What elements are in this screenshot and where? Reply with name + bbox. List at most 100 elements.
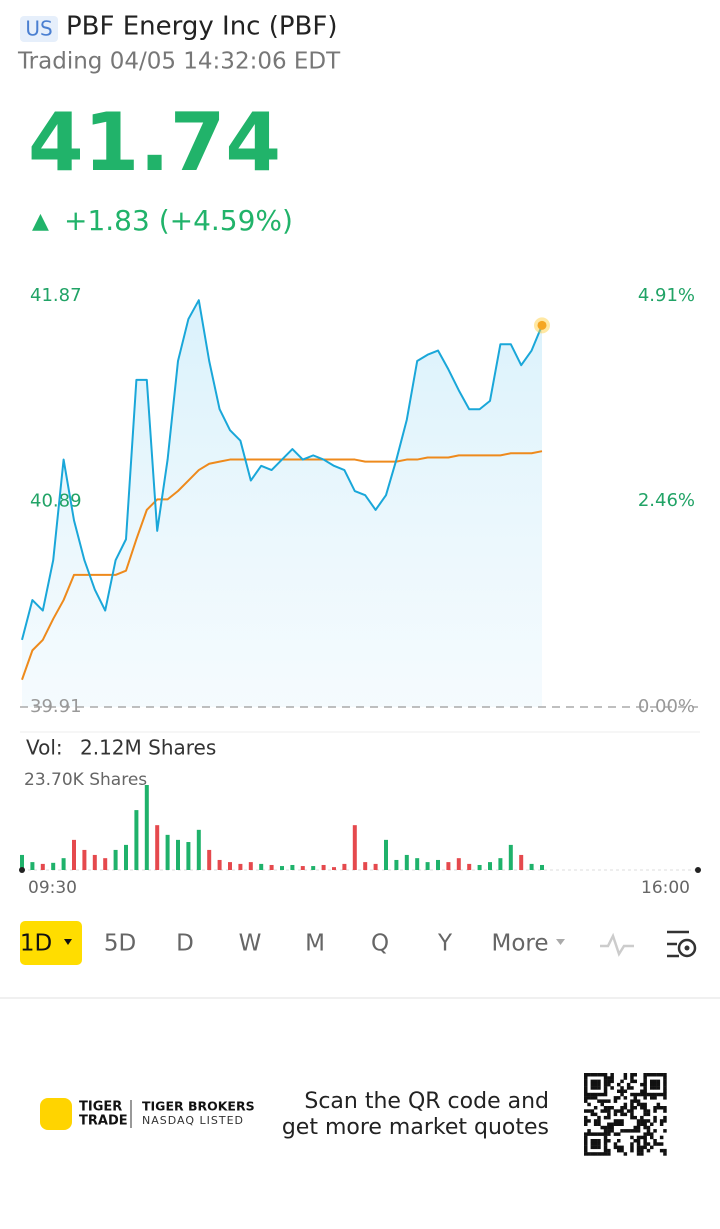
qr-cell xyxy=(643,1106,647,1110)
qr-cell xyxy=(630,1106,634,1110)
qr-cell xyxy=(630,1073,634,1077)
qr-cell xyxy=(640,1106,644,1110)
qr-cell xyxy=(597,1145,601,1150)
qr-cell xyxy=(590,1109,595,1113)
qr-cell xyxy=(653,1079,657,1084)
qr-cell xyxy=(584,1099,588,1103)
vol-bar xyxy=(290,864,295,870)
qr-cell xyxy=(656,1073,661,1077)
qr-cell xyxy=(623,1129,628,1133)
qr-cell xyxy=(643,1119,647,1123)
qr-cell xyxy=(663,1096,667,1100)
qr-cell xyxy=(617,1109,621,1113)
qr-cell xyxy=(653,1106,657,1110)
vol-bar xyxy=(176,839,180,870)
brand: TRADE xyxy=(79,1114,128,1129)
period-tab[interactable]: Q xyxy=(371,931,389,957)
qr-cell xyxy=(650,1145,654,1150)
qr-cell xyxy=(653,1092,657,1097)
qr-cell xyxy=(633,1115,637,1120)
qr-cell xyxy=(650,1096,654,1100)
qr-cell xyxy=(597,1122,601,1126)
qr-cell xyxy=(607,1079,611,1084)
qr-cell xyxy=(630,1145,634,1150)
qr-cell xyxy=(603,1092,608,1097)
vol-bar xyxy=(363,862,368,870)
qr-cell xyxy=(643,1125,647,1130)
price-area xyxy=(22,300,542,707)
qr-cell xyxy=(603,1089,608,1093)
qr-cell xyxy=(603,1125,608,1130)
qr-cell xyxy=(633,1106,637,1110)
qr-code xyxy=(584,1073,667,1156)
period-tab[interactable]: W xyxy=(239,931,262,957)
qr-cell xyxy=(643,1076,647,1080)
vol-bar xyxy=(373,863,378,870)
qr-cell xyxy=(636,1129,641,1133)
qr-cell xyxy=(630,1076,634,1080)
qr-cell xyxy=(590,1073,595,1077)
qr-cell xyxy=(630,1135,634,1140)
qr-cell xyxy=(630,1079,634,1084)
vol-bar xyxy=(20,854,24,870)
qr-cell xyxy=(607,1129,611,1133)
vol-bar xyxy=(259,863,264,870)
qr-cell xyxy=(597,1139,601,1143)
vol-bar xyxy=(165,834,170,870)
vol-bar xyxy=(404,854,409,870)
qr-cell xyxy=(646,1148,651,1153)
vol-label: Vol: xyxy=(26,736,63,760)
qr-cell xyxy=(656,1079,661,1084)
qr-cell xyxy=(646,1119,651,1123)
settings-icon xyxy=(677,938,697,958)
qr-cell xyxy=(663,1148,667,1153)
qr-cell xyxy=(610,1106,614,1110)
qr-cell xyxy=(587,1129,591,1133)
settings-icon[interactable] xyxy=(667,930,689,958)
period-tab[interactable]: D xyxy=(176,931,194,957)
qr-cell xyxy=(663,1119,667,1123)
qr-cell xyxy=(640,1148,644,1153)
qr-cell xyxy=(646,1109,651,1113)
qr-cell xyxy=(640,1122,644,1126)
qr-cell xyxy=(590,1086,595,1090)
qr-cell xyxy=(653,1129,657,1133)
qr-cell xyxy=(607,1112,611,1117)
qr-cell xyxy=(597,1086,601,1090)
dropdown-arrow[interactable] xyxy=(64,939,72,945)
qr-cell xyxy=(643,1096,647,1100)
period-tab[interactable]: 1D xyxy=(20,931,52,957)
vol-bar xyxy=(134,810,139,870)
qr-cell xyxy=(587,1119,591,1123)
qr-cell xyxy=(597,1132,601,1136)
qr-cell xyxy=(613,1099,618,1103)
qr-cell xyxy=(633,1125,637,1130)
period-tab[interactable]: 5D xyxy=(104,931,136,957)
qr-cell xyxy=(653,1086,657,1090)
qr-cell xyxy=(620,1122,624,1126)
listed: NASDAQ LISTED xyxy=(142,1114,244,1127)
qr-cell xyxy=(607,1115,611,1120)
qr-cell xyxy=(603,1148,608,1153)
vol-bar xyxy=(529,863,534,870)
qr-cell xyxy=(636,1122,641,1126)
indicator-icon[interactable] xyxy=(600,932,634,957)
qr-cell xyxy=(617,1122,621,1126)
qr-cell xyxy=(584,1115,588,1120)
vol-bar xyxy=(436,859,440,870)
dropdown-arrow[interactable] xyxy=(556,939,565,945)
period-tab[interactable]: Y xyxy=(437,931,453,957)
qr-cell xyxy=(617,1089,621,1093)
settings-icon xyxy=(684,945,690,951)
qr-cell xyxy=(597,1099,601,1103)
y-tick-label: 40.89 xyxy=(30,491,82,512)
qr-cell xyxy=(597,1082,601,1087)
qr-cell xyxy=(610,1129,614,1133)
qr-cell xyxy=(630,1086,634,1090)
qr-cell xyxy=(643,1073,647,1077)
qr-cell xyxy=(659,1106,664,1110)
qr-cell xyxy=(623,1106,628,1110)
period-tab[interactable]: M xyxy=(305,931,325,957)
period-tab[interactable]: More xyxy=(491,931,548,957)
